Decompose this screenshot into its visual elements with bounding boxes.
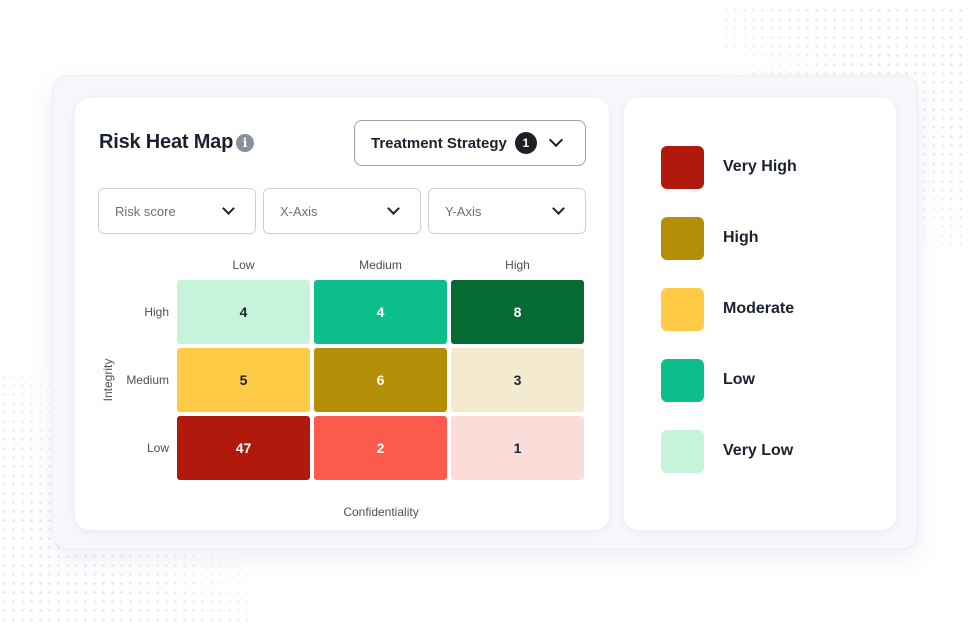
- legend-item-high: High: [661, 216, 759, 260]
- risk-score-select-value: Risk score: [115, 204, 176, 219]
- chevron-down-icon: [387, 202, 400, 215]
- legend-swatch: [661, 429, 704, 473]
- column-label-medium: Medium: [359, 258, 402, 272]
- legend-label: High: [723, 229, 759, 246]
- page-title: Risk Heat Map: [99, 131, 234, 153]
- treatment-strategy-label: Treatment Strategy: [371, 134, 507, 152]
- chevron-down-icon: [222, 202, 235, 215]
- legend-item-very-low: Very Low: [661, 429, 793, 473]
- x-axis-select[interactable]: X-Axis: [263, 188, 421, 234]
- x-axis-select-value: X-Axis: [280, 204, 318, 219]
- info-icon[interactable]: i: [236, 134, 254, 152]
- treatment-strategy-count-badge: 1: [514, 132, 537, 154]
- row-label-high: High: [144, 305, 169, 319]
- heatmap-cell[interactable]: 4: [177, 280, 310, 344]
- heatmap-cell[interactable]: 2: [314, 416, 447, 480]
- legend-swatch: [661, 358, 704, 402]
- x-axis-title: Confidentiality: [343, 505, 419, 519]
- heatmap-cell[interactable]: 47: [177, 416, 310, 480]
- treatment-strategy-button[interactable]: Treatment Strategy 1: [354, 120, 586, 166]
- y-axis-title: Integrity: [101, 358, 115, 402]
- row-label-low: Low: [146, 441, 169, 455]
- legend-item-moderate: Moderate: [661, 287, 794, 331]
- legend-item-low: Low: [661, 358, 755, 402]
- y-axis-select-value: Y-Axis: [445, 204, 482, 219]
- heatmap-cell[interactable]: 5: [177, 348, 310, 412]
- row-label-medium: Medium: [126, 373, 169, 387]
- chevron-down-icon: [552, 202, 565, 215]
- legend-label: Very Low: [723, 442, 794, 459]
- heatmap-cell[interactable]: 6: [314, 348, 447, 412]
- y-axis-select[interactable]: Y-Axis: [428, 188, 586, 234]
- legend-label: Low: [723, 371, 755, 388]
- legend-swatch: [661, 216, 704, 260]
- chevron-down-icon: [548, 132, 564, 148]
- heatmap-cell[interactable]: 3: [451, 348, 584, 412]
- heatmap-cell[interactable]: 1: [451, 416, 584, 480]
- risk-score-select[interactable]: Risk score: [98, 188, 256, 234]
- legend-swatch: [661, 145, 704, 189]
- legend-swatch: [661, 287, 704, 331]
- legend-item-very-high: Very High: [661, 145, 797, 189]
- legend-label: Moderate: [723, 300, 795, 317]
- legend-label: Very High: [723, 158, 797, 175]
- column-label-low: Low: [232, 258, 255, 272]
- column-label-high: High: [505, 258, 530, 272]
- heatmap-cell[interactable]: 4: [314, 280, 447, 344]
- heatmap-cell[interactable]: 8: [451, 280, 584, 344]
